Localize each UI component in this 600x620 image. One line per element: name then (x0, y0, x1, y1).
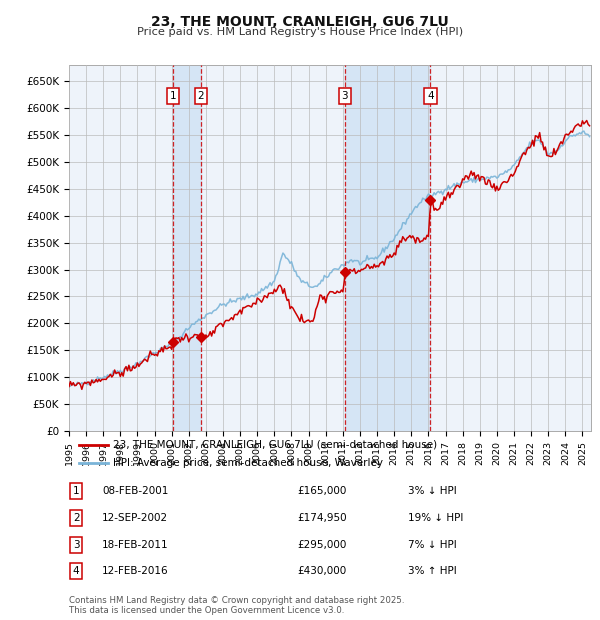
Text: 2: 2 (73, 513, 80, 523)
Text: 4: 4 (427, 91, 434, 101)
Text: £430,000: £430,000 (297, 566, 346, 577)
Text: 23, THE MOUNT, CRANLEIGH, GU6 7LU: 23, THE MOUNT, CRANLEIGH, GU6 7LU (151, 16, 449, 30)
Text: £165,000: £165,000 (297, 486, 346, 497)
Text: Contains HM Land Registry data © Crown copyright and database right 2025.
This d: Contains HM Land Registry data © Crown c… (69, 596, 404, 615)
Text: 3% ↑ HPI: 3% ↑ HPI (408, 566, 457, 577)
Text: 08-FEB-2001: 08-FEB-2001 (102, 486, 169, 497)
Text: 3% ↓ HPI: 3% ↓ HPI (408, 486, 457, 497)
Text: HPI: Average price, semi-detached house, Waverley: HPI: Average price, semi-detached house,… (113, 458, 383, 469)
Text: £174,950: £174,950 (297, 513, 347, 523)
Text: Price paid vs. HM Land Registry's House Price Index (HPI): Price paid vs. HM Land Registry's House … (137, 27, 463, 37)
Text: 18-FEB-2011: 18-FEB-2011 (102, 539, 169, 550)
Text: 12-SEP-2002: 12-SEP-2002 (102, 513, 168, 523)
Text: 2: 2 (197, 91, 204, 101)
Text: 19% ↓ HPI: 19% ↓ HPI (408, 513, 463, 523)
Text: 4: 4 (73, 566, 80, 577)
Text: 7% ↓ HPI: 7% ↓ HPI (408, 539, 457, 550)
Text: 12-FEB-2016: 12-FEB-2016 (102, 566, 169, 577)
Bar (173, 65, 201, 431)
Text: 3: 3 (341, 91, 348, 101)
Text: 3: 3 (73, 539, 80, 550)
Text: 1: 1 (73, 486, 80, 497)
Text: 23, THE MOUNT, CRANLEIGH, GU6 7LU (semi-detached house): 23, THE MOUNT, CRANLEIGH, GU6 7LU (semi-… (113, 440, 437, 450)
Text: 1: 1 (170, 91, 176, 101)
Text: £295,000: £295,000 (297, 539, 346, 550)
Bar (345, 65, 430, 431)
